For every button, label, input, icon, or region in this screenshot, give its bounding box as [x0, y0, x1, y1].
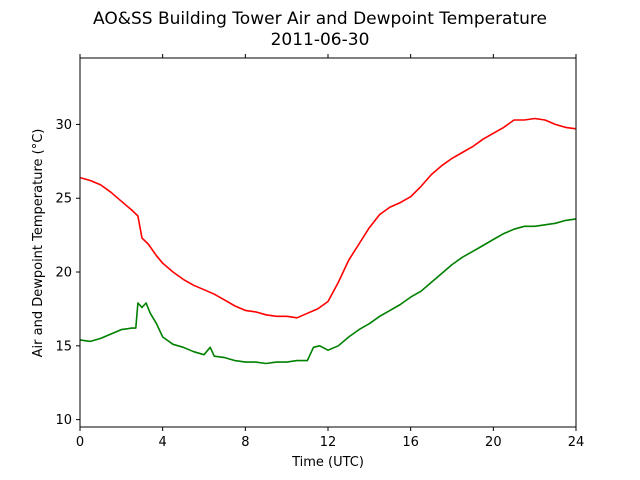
- chart-subtitle: 2011-06-30: [271, 30, 370, 50]
- x-axis-label: Time (UTC): [291, 455, 364, 470]
- series-line-1: [79, 218, 577, 365]
- y-tick-label: 15: [55, 339, 72, 354]
- x-tick-label: 20: [485, 435, 502, 450]
- x-tick-label: 12: [320, 435, 337, 450]
- series-line-0: [79, 117, 577, 319]
- x-tick-label: 16: [402, 435, 419, 450]
- chart-title: AO&SS Building Tower Air and Dewpoint Te…: [93, 9, 547, 29]
- plot-area: 0 4 8 12 16 20 24 10 15 20 25 30: [55, 54, 584, 450]
- y-tick-label: 25: [55, 192, 72, 207]
- y-tick-label: 30: [55, 118, 72, 133]
- y-tick-label: 10: [55, 413, 72, 428]
- y-axis-label: Air and Dewpoint Temperature (°C): [31, 129, 46, 358]
- x-tick-label: 24: [568, 435, 585, 450]
- x-tick-label: 0: [76, 435, 84, 450]
- y-tick-label: 20: [55, 266, 72, 281]
- x-tick-label: 4: [159, 435, 167, 450]
- x-tick-label: 8: [241, 435, 249, 450]
- axes-frame: [79, 57, 577, 428]
